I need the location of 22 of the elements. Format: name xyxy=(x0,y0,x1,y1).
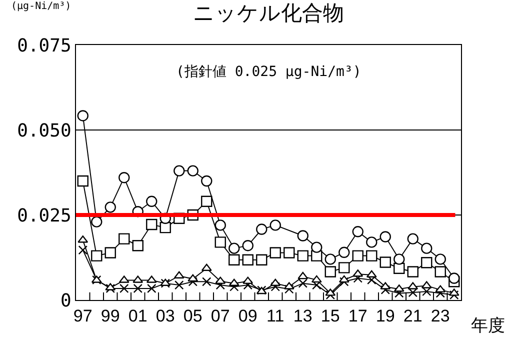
x-tick-label: 09 xyxy=(238,306,258,326)
y-tick-label: 0 xyxy=(60,290,72,312)
x-tick-label: 11 xyxy=(266,306,284,326)
x-tick-label: 21 xyxy=(403,306,422,326)
x-tick-label: 99 xyxy=(100,306,120,326)
y-tick-label: 0.050 xyxy=(17,120,72,142)
x-tick-label: 05 xyxy=(183,306,202,326)
x-tick-label: 97 xyxy=(73,306,92,326)
x-tick-label: 01 xyxy=(128,306,148,326)
x-axis-title: 年度 xyxy=(471,316,505,336)
x-tick-label: 15 xyxy=(320,306,340,326)
chart-title: ニッケル化合物 xyxy=(192,0,344,25)
y-tick-label: 0.025 xyxy=(17,205,72,226)
y-tick-label: 0.075 xyxy=(17,35,72,56)
x-tick-label: 23 xyxy=(430,306,450,326)
x-tick-label: 13 xyxy=(293,306,312,326)
x-tick-label: 07 xyxy=(210,306,230,326)
x-tick-label: 19 xyxy=(376,306,395,326)
y-axis-title: (µg-Ni/m³) xyxy=(11,1,72,12)
x-tick-label: 17 xyxy=(348,306,368,326)
x-tick-label: 03 xyxy=(156,306,175,326)
annotation: (指針値 0.025 µg-Ni/m³) xyxy=(176,64,362,80)
